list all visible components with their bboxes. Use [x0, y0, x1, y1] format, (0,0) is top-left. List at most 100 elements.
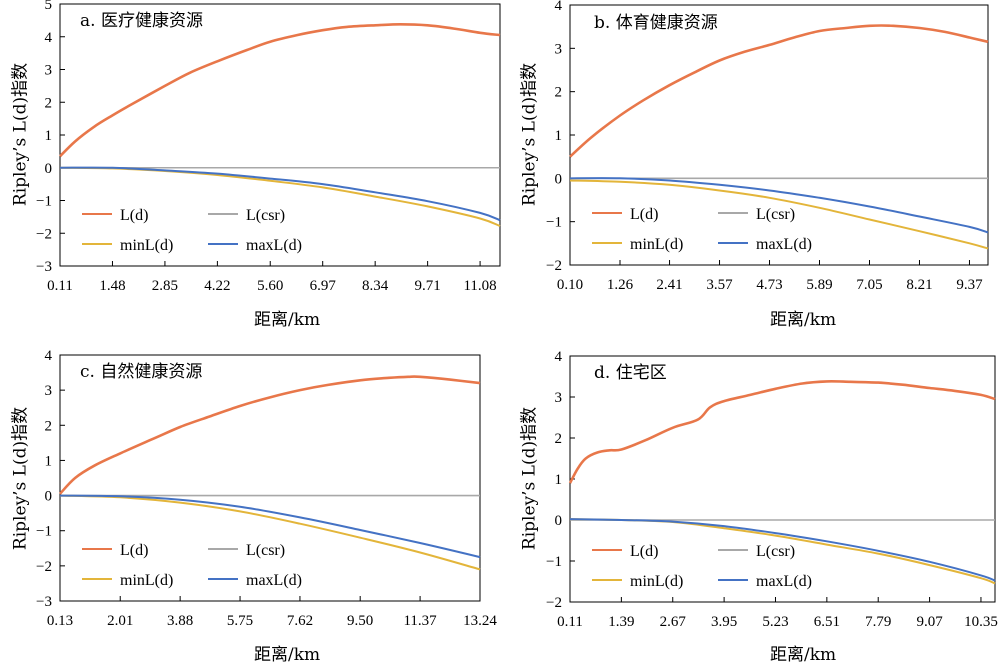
y-tick-label: 0	[555, 513, 563, 529]
x-tick-label: 0.11	[557, 614, 583, 630]
x-tick-label: 5.89	[806, 277, 832, 293]
chart-svg: −3 −2 −1 0 1 2 3 4 0.13 2.01 3.88 5.75 7.62 9.50 11.37…	[36, 348, 497, 629]
x-tick-label: 5.75	[227, 613, 253, 629]
y-tick-label: 1	[555, 128, 563, 144]
x-tick-label: 5.60	[257, 278, 283, 294]
legend-label: L(csr)	[756, 543, 795, 560]
series-line-maxld	[59, 166, 501, 222]
x-tick-label: 8.34	[362, 278, 389, 294]
y-tick-label: 5	[45, 0, 53, 13]
x-tick-label: 6.97	[310, 278, 337, 294]
y-tick-label: 2	[45, 95, 53, 111]
x-tick-label: 1.39	[608, 614, 634, 630]
x-tick-label: 3.88	[167, 613, 193, 629]
y-tick-label: −1	[546, 215, 562, 231]
series-line-minld	[569, 179, 989, 250]
x-tick-label: 9.71	[414, 278, 440, 294]
x-axis-label: 距离/km	[254, 310, 321, 330]
chart-svg: −2 −1 0 1 2 3 4 0.10 1.26 2.41 3.57 4.73 5.89 7.05 8.2…	[546, 0, 989, 293]
x-tick-label: 2.01	[107, 613, 133, 629]
y-tick-label: −3	[36, 594, 52, 610]
series-line-maxld	[569, 177, 989, 234]
panel-title: a. 医疗健康资源	[80, 11, 203, 31]
legend-label: minL(d)	[120, 572, 173, 589]
chart-svg: −3 −2 −1 0 1 2 3 4 5 0.11 1.48 2.85 4.22 5.60 6.97 8.34…	[36, 0, 501, 294]
x-tick-label: 9.50	[347, 613, 373, 629]
series-line-ld	[568, 380, 996, 484]
plot-frame	[59, 354, 481, 602]
x-tick-label: 8.21	[906, 277, 932, 293]
x-axis-label: 距离/km	[770, 310, 837, 330]
legend-label: L(d)	[630, 206, 658, 223]
series-line-ld	[59, 23, 501, 158]
x-tick-label: 3.95	[711, 614, 737, 630]
y-tick-label: −3	[36, 259, 52, 275]
x-tick-label: 10.35	[964, 614, 998, 630]
y-tick-label: −2	[546, 258, 562, 274]
chart-panel-a: a. 医疗健康资源 距离/km Ripley’s L(d)指数 −3 −2 −1 0 1…	[0, 0, 501, 330]
legend-label: maxL(d)	[756, 573, 812, 590]
x-axis-label: 距离/km	[770, 645, 837, 665]
legend-label: maxL(d)	[246, 237, 302, 254]
legend-label: maxL(d)	[756, 236, 812, 253]
x-tick-label: 0.13	[47, 613, 73, 629]
chart-panel-b: b. 体育健康资源 距离/km Ripley’s L(d)指数 −2 −1 0 1 2 3…	[0, 0, 1000, 330]
y-tick-label: 2	[45, 418, 53, 434]
x-tick-label: 9.07	[916, 614, 943, 630]
y-tick-label: 3	[45, 383, 53, 399]
x-tick-label: 5.23	[762, 614, 788, 630]
series-line-maxld	[59, 494, 481, 559]
legend-label: minL(d)	[630, 236, 683, 253]
x-tick-label: 4.73	[756, 277, 782, 293]
y-tick-label: −2	[36, 559, 52, 575]
x-tick-label: 13.24	[463, 613, 497, 629]
panel-title: b. 体育健康资源	[594, 13, 718, 33]
y-tick-label: 0	[45, 489, 53, 505]
x-tick-label: 2.41	[656, 277, 682, 293]
x-tick-label: 9.37	[956, 277, 983, 293]
x-tick-label: 3.57	[706, 277, 733, 293]
legend-label: L(csr)	[756, 206, 795, 223]
y-tick-label: −1	[36, 524, 52, 540]
y-tick-label: 4	[555, 0, 563, 14]
x-tick-label: 7.79	[865, 614, 891, 630]
x-axis-label: 距离/km	[254, 645, 321, 665]
legend-label: minL(d)	[630, 573, 683, 590]
y-tick-label: 0	[555, 171, 563, 187]
y-tick-label: −1	[546, 554, 562, 570]
y-tick-label: 3	[555, 390, 563, 406]
x-tick-label: 0.11	[47, 278, 73, 294]
x-tick-label: 1.26	[607, 277, 634, 293]
x-tick-label: 1.48	[99, 278, 125, 294]
legend-label: minL(d)	[120, 237, 173, 254]
series-line-minld	[59, 494, 481, 571]
panel-title: d. 住宅区	[594, 363, 667, 383]
y-tick-label: −2	[546, 595, 562, 611]
legend-label: L(d)	[120, 542, 148, 559]
y-tick-label: −1	[36, 194, 52, 210]
y-tick-label: 4	[555, 349, 563, 365]
x-tick-label: 6.51	[814, 614, 840, 630]
x-tick-label: 7.62	[287, 613, 313, 629]
y-tick-label: 2	[555, 85, 563, 101]
panel-title: c. 自然健康资源	[80, 362, 203, 382]
y-tick-label: 4	[45, 348, 53, 364]
x-tick-label: 2.85	[152, 278, 178, 294]
legend-label: L(csr)	[246, 542, 285, 559]
x-tick-label: 7.05	[856, 277, 882, 293]
y-tick-label: 0	[45, 161, 53, 177]
series-line-ld	[59, 375, 481, 495]
x-tick-label: 11.08	[463, 278, 496, 294]
y-tick-label: 1	[555, 472, 563, 488]
y-tick-label: 3	[555, 41, 563, 57]
legend-label: maxL(d)	[246, 572, 302, 589]
chart-panel-c: c. 自然健康资源 距离/km Ripley’s L(d)指数 −3 −2 −1 0 1…	[11, 348, 498, 665]
series-line-maxld	[569, 518, 996, 582]
legend-label: L(d)	[630, 543, 658, 560]
series-line-ld	[569, 24, 989, 158]
legend-label: L(csr)	[246, 207, 285, 224]
legend-label: L(d)	[120, 207, 148, 224]
y-tick-label: 1	[45, 128, 53, 144]
